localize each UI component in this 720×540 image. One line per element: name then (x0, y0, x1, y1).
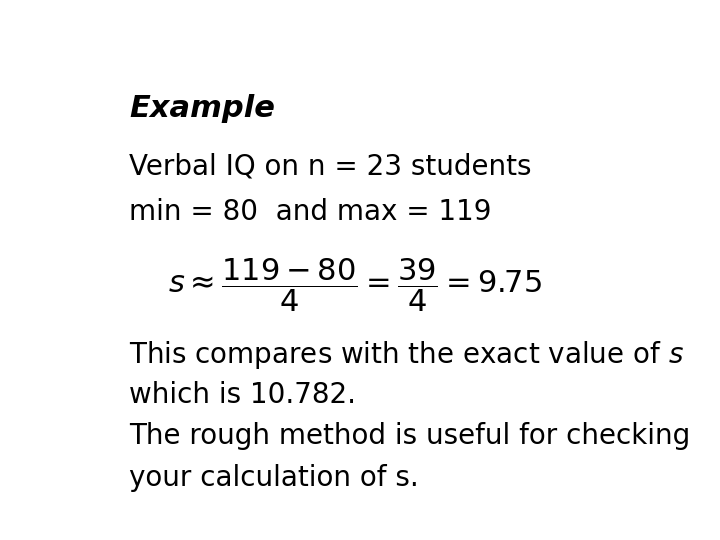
Text: The rough method is useful for checking: The rough method is useful for checking (129, 422, 690, 450)
Text: Verbal IQ on n = 23 students: Verbal IQ on n = 23 students (129, 152, 531, 180)
Text: Example: Example (129, 94, 275, 123)
Text: your calculation of s.: your calculation of s. (129, 464, 419, 492)
Text: This compares with the exact value of $s$: This compares with the exact value of $s… (129, 339, 684, 371)
Text: $s \approx \dfrac{119 - 80}{4} = \dfrac{39}{4} = 9.75$: $s \approx \dfrac{119 - 80}{4} = \dfrac{… (168, 256, 542, 314)
Text: which is 10.782.: which is 10.782. (129, 381, 356, 409)
Text: min = 80  and max = 119: min = 80 and max = 119 (129, 198, 492, 226)
